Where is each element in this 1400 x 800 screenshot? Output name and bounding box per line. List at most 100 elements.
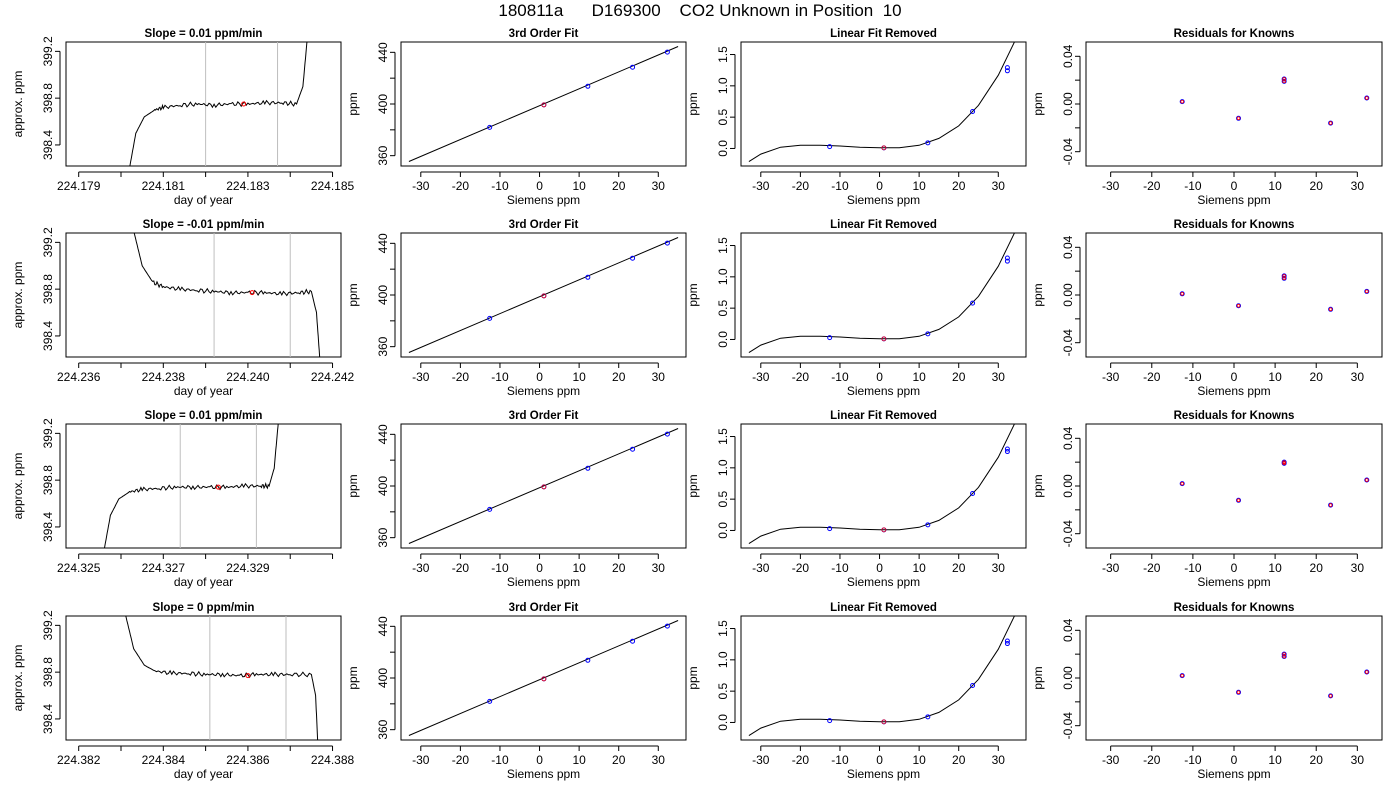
x-tick-label: 10 [572, 561, 586, 575]
x-tick-label: -10 [491, 370, 509, 384]
y-tick-label: 360 [376, 336, 390, 356]
y-tick-label: -0.04 [1061, 329, 1075, 357]
known-point [827, 335, 833, 341]
plot-area [408, 620, 679, 736]
x-tick-label: -30 [752, 753, 770, 767]
plot-frame [400, 423, 687, 549]
x-axis-label: Siemens ppm [1197, 384, 1270, 398]
mean-point-marker [215, 484, 221, 490]
panel-title: 3rd Order Fit [509, 28, 579, 40]
y-axis-label: approx. ppm [11, 262, 25, 329]
y-tick-label: 1.5 [716, 46, 730, 63]
y-tick-label: 0.00 [1061, 474, 1075, 498]
x-tick-label: 224.325 [57, 561, 101, 575]
known-point [1364, 288, 1370, 294]
y-tick-label: 0.00 [1061, 92, 1075, 116]
panel-linrem-r0: Linear Fit Removed -30 -20 -10 0 10 20 30 Siemen… [686, 28, 1027, 207]
x-tick-label: -10 [831, 753, 849, 767]
x-tick-label: 20 [952, 753, 966, 767]
x-tick-label: 10 [1268, 561, 1282, 575]
panel-trace-r0: Slope = 0.01 ppm/min 224.179 224.181 224.18… [11, 28, 355, 207]
plot-area [1179, 651, 1370, 699]
unknown-point [1180, 99, 1184, 104]
panel-title: 3rd Order Fit [509, 602, 579, 614]
panel-title: Linear Fit Removed [830, 219, 937, 231]
x-tick-label: -20 [792, 561, 810, 575]
y-axis-label: ppm [1031, 474, 1045, 497]
y-tick-label: 0.0 [716, 331, 730, 348]
panel-fit-r0: 3rd Order Fit -30 -20 -10 0 10 20 30 Siemens ppm… [346, 28, 687, 207]
plot-frame [1085, 615, 1383, 741]
known-point [1364, 669, 1370, 675]
y-tick-label: 0.04 [1061, 426, 1075, 450]
unknown-point [1328, 307, 1333, 312]
x-tick-label: 0 [876, 370, 883, 384]
x-axis-label: Siemens ppm [847, 193, 920, 207]
panel-fit-r1: 3rd Order Fit -30 -20 -10 0 10 20 30 Siemens ppm… [346, 219, 687, 398]
plot-frame [65, 423, 342, 549]
unknown-point [1282, 461, 1286, 466]
x-tick-label: 224.238 [142, 370, 186, 384]
x-tick-label: -10 [491, 561, 509, 575]
known-point [664, 431, 670, 437]
panel-resid-r3: Residuals for Knowns -30 -20 -10 0 10 20 30 Siem… [1031, 602, 1383, 781]
panel-title: Slope = 0.01 ppm/min [145, 410, 263, 422]
known-point [1004, 638, 1010, 644]
x-tick-label: 30 [1351, 370, 1365, 384]
x-axis-label: Siemens ppm [507, 193, 580, 207]
known-point [827, 718, 833, 724]
unknown-point [541, 484, 547, 490]
y-tick-label: 1.0 [716, 77, 730, 94]
plot-area [125, 616, 319, 740]
plot-frame [400, 232, 687, 358]
unknown-point [1282, 276, 1286, 281]
x-tick-label: 10 [1268, 179, 1282, 193]
x-axis-label: day of year [174, 384, 233, 398]
known-point [1281, 459, 1287, 465]
x-tick-label: 30 [992, 753, 1006, 767]
y-tick-label: 440 [376, 616, 390, 636]
y-tick-label: 398.8 [41, 465, 55, 495]
known-point [630, 255, 636, 261]
known-point [827, 144, 833, 150]
x-axis-label: Siemens ppm [507, 767, 580, 781]
x-tick-label: 0 [1231, 370, 1238, 384]
unknown-point [1236, 116, 1241, 121]
x-tick-label: 224.185 [311, 179, 355, 193]
x-tick-label: -10 [831, 179, 849, 193]
y-axis-label: ppm [686, 92, 700, 115]
plot-frame [1085, 423, 1383, 549]
x-tick-label: 20 [1310, 370, 1324, 384]
x-tick-label: -20 [1143, 179, 1161, 193]
x-tick-label: -10 [831, 561, 849, 575]
panel-fit-r2: 3rd Order Fit -30 -20 -10 0 10 20 30 Siemens ppm… [346, 410, 687, 589]
x-tick-label: 224.242 [311, 370, 355, 384]
y-tick-label: 400 [376, 668, 390, 688]
panel-title: Linear Fit Removed [830, 410, 937, 422]
known-point [925, 522, 931, 528]
x-tick-label: 224.382 [57, 753, 101, 767]
plot-frame [740, 615, 1027, 741]
panel-resid-r0: Residuals for Knowns -30 -20 -10 0 10 20 30 Siem… [1031, 28, 1383, 207]
panel-title: 3rd Order Fit [509, 219, 579, 231]
y-tick-label: 0.0 [716, 522, 730, 539]
y-tick-label: 0.00 [1061, 666, 1075, 690]
mean-point-marker [241, 101, 247, 107]
x-tick-label: -30 [1102, 561, 1120, 575]
x-tick-label: 20 [952, 561, 966, 575]
y-tick-label: 0.5 [716, 682, 730, 699]
y-tick-label: 360 [376, 145, 390, 165]
x-tick-label: 0 [876, 753, 883, 767]
plot-frame [400, 41, 687, 167]
x-axis-label: Siemens ppm [507, 384, 580, 398]
panel-title: Slope = -0.01 ppm/min [143, 219, 265, 231]
y-tick-label: -0.04 [1061, 138, 1075, 166]
mean-point-marker [249, 290, 255, 296]
y-tick-label: 440 [376, 424, 390, 444]
x-tick-label: -30 [412, 179, 430, 193]
known-point [1004, 65, 1010, 71]
x-axis-label: Siemens ppm [507, 575, 580, 589]
x-tick-label: 224.384 [142, 753, 186, 767]
x-tick-label: 224.327 [142, 561, 186, 575]
x-tick-label: 10 [572, 370, 586, 384]
